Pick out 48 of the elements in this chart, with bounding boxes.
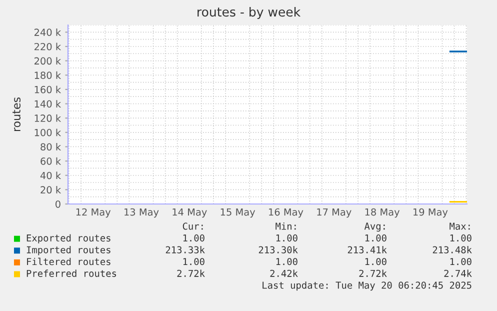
x-tick-label: 14 May: [172, 208, 207, 218]
text: 1.00: [183, 258, 204, 266]
legend-label: Filtered routes: [27, 258, 110, 266]
x-tick-label: 17 May: [317, 208, 352, 218]
y-tick-label: 60 k: [40, 157, 62, 165]
x-tick-label: 19 May: [413, 208, 448, 218]
text: 213.30k: [258, 246, 298, 254]
y-tick-label: 40 k: [40, 172, 62, 180]
text: 2.42k: [270, 270, 298, 277]
text: 213.41k: [348, 246, 387, 254]
x-tick-label: 16 May: [269, 208, 304, 218]
text: Last update: Tue May 20 06:20:45 2025: [262, 281, 472, 291]
text: 2.72k: [177, 270, 205, 277]
y-tick-label: 80 k: [40, 143, 62, 151]
text: Max:: [450, 222, 470, 230]
text: 213.48k: [432, 246, 472, 254]
x-tick-label: 12 May: [76, 208, 111, 218]
text: 1.00: [365, 258, 386, 266]
text: 1.00: [183, 234, 204, 242]
text: 1.00: [450, 258, 472, 266]
text: Avg:: [364, 222, 385, 232]
x-tick-label: 15 May: [220, 208, 256, 218]
chart-title: routes - by week: [198, 6, 301, 20]
text: 1.00: [276, 234, 298, 242]
y-axis-title: routes: [12, 97, 21, 132]
y-tick-label: 120 k: [34, 114, 62, 122]
text: Cur:: [182, 222, 203, 230]
text: 2.74k: [444, 270, 472, 277]
y-tick-label: 140 k: [34, 100, 62, 108]
text: 1.00: [450, 234, 472, 242]
y-tick-label: 160 k: [34, 86, 62, 94]
y-tick-label: 200 k: [34, 57, 62, 65]
text: 1.00: [365, 234, 386, 242]
x-tick-label: 18 May: [365, 208, 400, 218]
text: 213.33k: [166, 246, 205, 254]
y-tick-label: 220 k: [34, 42, 62, 50]
legend-label: Imported routes: [26, 246, 110, 256]
legend-label: Preferred routes: [26, 270, 116, 277]
x-tick-label: 13 May: [124, 208, 159, 218]
y-tick-label: 180 k: [34, 71, 62, 79]
text: Min:: [276, 222, 296, 230]
y-tick-label: 100 k: [34, 128, 62, 136]
y-tick-label: 240 k: [34, 28, 62, 36]
text: 1.00: [276, 258, 298, 266]
legend-label: Exported routes: [26, 234, 110, 244]
y-tick-label: 0: [56, 200, 60, 208]
text: 2.72k: [359, 270, 387, 277]
y-tick-label: 20 k: [40, 186, 62, 194]
